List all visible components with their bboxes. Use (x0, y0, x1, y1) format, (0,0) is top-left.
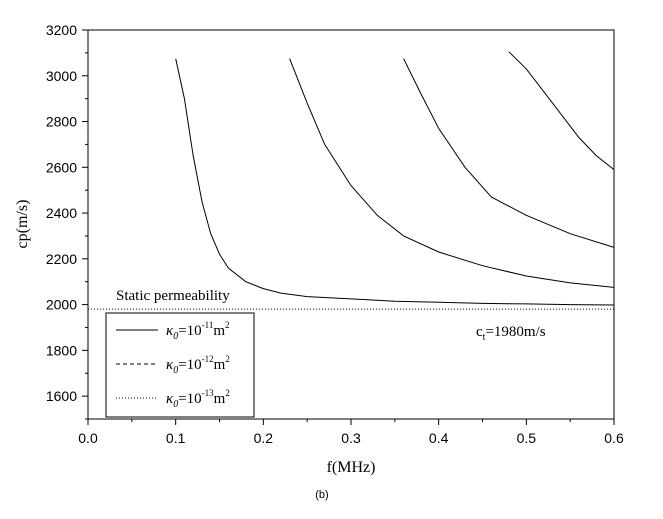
legend: κ0=10-11m2 κ0=10-12m2 κ0=10-13m2 (105, 312, 255, 418)
y-tick-label: 3000 (46, 68, 77, 84)
y-tick-label: 2600 (46, 159, 77, 175)
legend-label: κ0=10-12m2 (166, 354, 230, 376)
y-tick-label: 1800 (46, 342, 77, 358)
y-tick-label: 2200 (46, 251, 77, 267)
series-curve-4 (508, 51, 615, 170)
x-tick-label: 0.0 (78, 430, 98, 446)
y-tick-label: 1600 (46, 388, 77, 404)
y-tick-label: 2800 (46, 114, 77, 130)
series-curve-3 (403, 58, 615, 248)
x-tick-label: 0.6 (604, 430, 624, 446)
y-axis-title: cp(m/s) (14, 200, 31, 249)
figure-caption: (b) (315, 489, 328, 501)
x-tick-label: 0.2 (254, 430, 274, 446)
legend-label: κ0=10-11m2 (166, 320, 230, 342)
y-tick-label: 2000 (46, 297, 77, 313)
series-curve-1 (175, 58, 615, 306)
x-tick-label: 0.5 (517, 430, 537, 446)
legend-label: κ0=10-13m2 (166, 388, 230, 410)
x-tick-label: 0.1 (166, 430, 186, 446)
static-permeability-label: Static permeability (116, 288, 230, 304)
x-tick-label: 0.3 (341, 430, 361, 446)
series-curve-2 (289, 58, 615, 288)
x-tick-label: 0.4 (429, 430, 449, 446)
y-tick-label: 2400 (46, 205, 77, 221)
ct-annotation: ct=1980m/s (476, 324, 546, 343)
y-tick-label: 3200 (46, 22, 77, 38)
x-axis-title: f(MHz) (327, 459, 376, 476)
